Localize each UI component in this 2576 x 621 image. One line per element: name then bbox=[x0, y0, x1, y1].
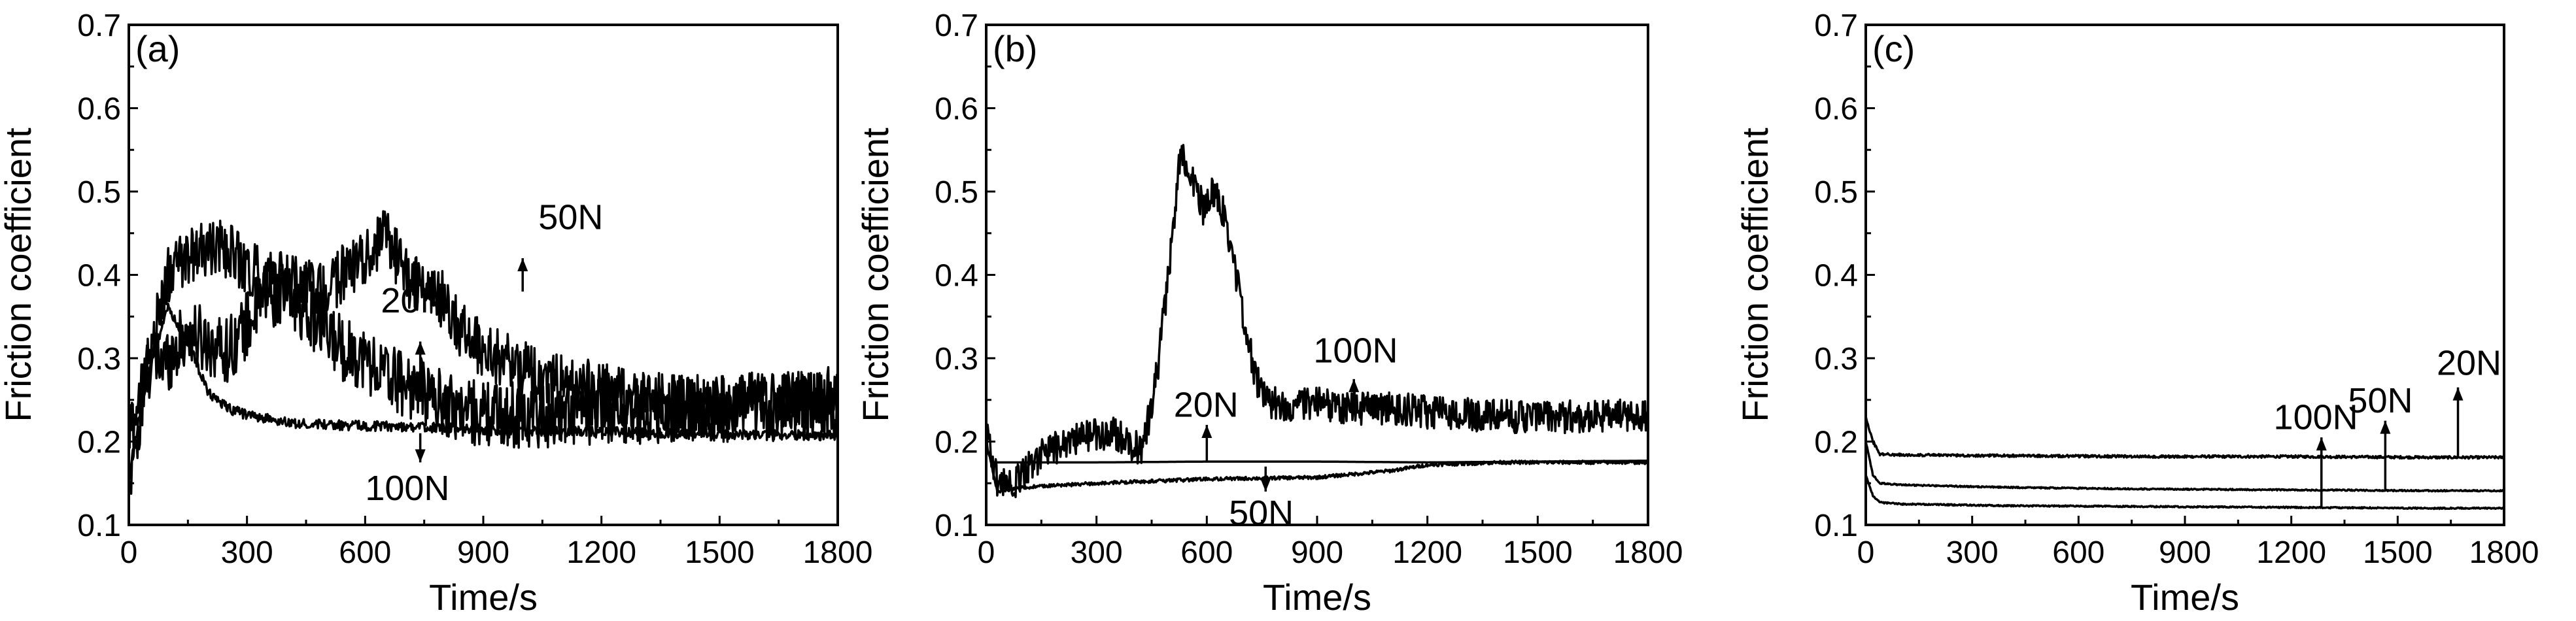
y-tick-label: 0.7 bbox=[77, 8, 121, 43]
x-axis-title: Time/s bbox=[429, 577, 538, 618]
chart-panel: 0 300 600 900 1200 1500 1800 0.1 0.2 0.3 0.4 0.5 0.6… bbox=[0, 8, 872, 618]
x-tick-label: 1800 bbox=[2469, 535, 2539, 570]
y-tick-label: 0.7 bbox=[935, 8, 978, 43]
y-tick-label: 0.3 bbox=[935, 342, 978, 377]
y-tick-label: 0.4 bbox=[77, 259, 121, 294]
x-tick-label: 0 bbox=[120, 535, 138, 570]
series-line bbox=[128, 303, 839, 482]
annotation-label: 100N bbox=[365, 469, 449, 508]
annotation-label: 50N bbox=[2348, 381, 2413, 420]
x-tick-label: 900 bbox=[457, 535, 509, 570]
x-tick-label: 900 bbox=[1291, 535, 1343, 570]
x-axis-title: Time/s bbox=[1263, 577, 1371, 618]
y-tick-label: 0.1 bbox=[1814, 509, 1858, 543]
series-line bbox=[1864, 475, 2505, 511]
annotation-label: 50N bbox=[1229, 494, 1294, 533]
y-tick-label: 0.5 bbox=[935, 175, 978, 210]
y-tick-label: 0.2 bbox=[1814, 426, 1858, 460]
y-tick-label: 0.3 bbox=[77, 342, 121, 377]
y-tick-label: 0.7 bbox=[1814, 8, 1858, 43]
y-tick-label: 0.4 bbox=[935, 259, 978, 294]
annotation-arrowhead bbox=[2316, 437, 2327, 451]
annotation-arrowhead bbox=[517, 258, 528, 271]
y-tick-label: 0.1 bbox=[77, 509, 121, 543]
y-axis-title: Friction coefficient bbox=[855, 127, 896, 422]
y-tick-label: 0.6 bbox=[77, 92, 121, 127]
annotation-arrowhead bbox=[1201, 425, 1212, 438]
annotation-arrowhead bbox=[415, 341, 426, 355]
y-axis-title: Friction coefficient bbox=[0, 127, 39, 422]
x-tick-label: 1500 bbox=[2363, 535, 2433, 570]
panel-label: (a) bbox=[135, 28, 180, 69]
x-tick-label: 1200 bbox=[2256, 535, 2326, 570]
y-axis-title: Friction coefficient bbox=[1734, 127, 1776, 422]
x-tick-label: 1200 bbox=[566, 535, 636, 570]
x-tick-label: 1500 bbox=[685, 535, 755, 570]
x-tick-label: 1200 bbox=[1392, 535, 1462, 570]
y-tick-label: 0.3 bbox=[1814, 342, 1858, 377]
chart-panel: 0 300 600 900 1200 1500 1800 0.1 0.2 0.3 0.4 0.5 0.6… bbox=[1734, 8, 2539, 618]
x-tick-label: 600 bbox=[339, 535, 391, 570]
y-tick-label: 0.6 bbox=[1814, 92, 1858, 127]
x-tick-label: 300 bbox=[1071, 535, 1123, 570]
annotation-label: 20N bbox=[1174, 385, 1239, 424]
x-tick-label: 600 bbox=[2052, 535, 2104, 570]
x-tick-label: 300 bbox=[1946, 535, 1999, 570]
annotation-arrowhead bbox=[1260, 478, 1271, 492]
annotation-label: 100N bbox=[1313, 331, 1398, 370]
series-line bbox=[1864, 441, 2505, 493]
y-tick-label: 0.2 bbox=[935, 426, 978, 460]
y-tick-label: 0.2 bbox=[77, 426, 121, 460]
panel-label: (b) bbox=[993, 28, 1037, 69]
y-tick-label: 0.5 bbox=[1814, 175, 1858, 210]
x-tick-label: 0 bbox=[1857, 535, 1875, 570]
annotation-arrowhead bbox=[415, 449, 426, 463]
x-tick-label: 900 bbox=[2159, 535, 2211, 570]
panel-label: (c) bbox=[1872, 28, 1915, 69]
x-tick-label: 0 bbox=[978, 535, 995, 570]
chart-panel: 0 300 600 900 1200 1500 1800 0.1 0.2 0.3 0.4 0.5 0.6… bbox=[855, 8, 1683, 618]
x-tick-label: 300 bbox=[221, 535, 273, 570]
series-line bbox=[128, 210, 838, 495]
x-axis-title: Time/s bbox=[2131, 577, 2239, 618]
series-line bbox=[985, 144, 1649, 499]
annotation-label: 50N bbox=[538, 197, 603, 237]
plot-frame bbox=[1864, 24, 2505, 526]
annotation-arrowhead bbox=[2380, 420, 2391, 434]
annotation-arrowhead bbox=[2452, 387, 2464, 401]
annotation-label: 20N bbox=[2437, 344, 2501, 383]
series-line bbox=[985, 441, 1649, 494]
x-tick-label: 600 bbox=[1180, 535, 1233, 570]
series-line bbox=[1864, 416, 2505, 460]
y-tick-label: 0.6 bbox=[935, 92, 978, 127]
x-tick-label: 1800 bbox=[1613, 535, 1683, 570]
plot-frame bbox=[985, 24, 1649, 526]
annotation-label: 20N bbox=[381, 281, 445, 320]
y-tick-label: 0.5 bbox=[77, 175, 121, 210]
annotation-arrowhead bbox=[1348, 378, 1360, 392]
x-tick-label: 1800 bbox=[803, 535, 873, 570]
annotation-label: 100N bbox=[2274, 397, 2358, 437]
x-tick-label: 1500 bbox=[1503, 535, 1573, 570]
y-tick-label: 0.1 bbox=[935, 509, 978, 543]
y-tick-label: 0.4 bbox=[1814, 259, 1858, 294]
